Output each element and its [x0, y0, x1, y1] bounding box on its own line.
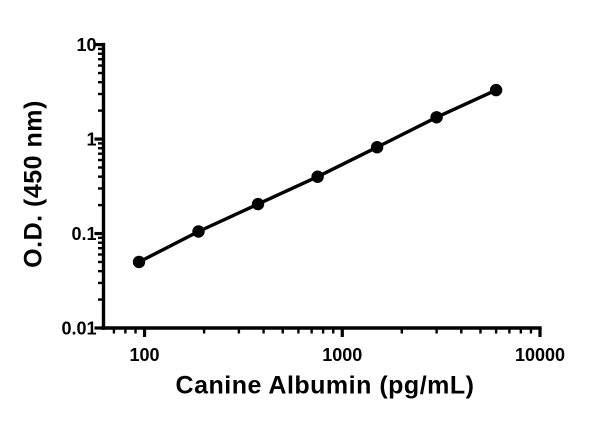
x-axis-title: Canine Albumin (pg/mL) — [175, 371, 475, 400]
y-axis-title: O.D. (450 nm) — [19, 100, 48, 268]
y-tick-label: 0.1 — [71, 224, 96, 244]
y-tick-label: 0.01 — [61, 319, 96, 339]
x-tick-label: 10000 — [515, 345, 565, 365]
data-point — [370, 141, 384, 154]
x-tick-label: 1000 — [322, 345, 362, 365]
y-tick-label: 10 — [76, 35, 96, 55]
data-point — [489, 83, 503, 97]
data-point — [251, 197, 265, 211]
data-point — [430, 111, 443, 124]
data-point — [192, 225, 205, 238]
data-point — [311, 170, 324, 183]
data-point — [132, 255, 146, 269]
y-tick-label: 1 — [86, 130, 96, 150]
x-tick-label: 100 — [130, 345, 160, 365]
